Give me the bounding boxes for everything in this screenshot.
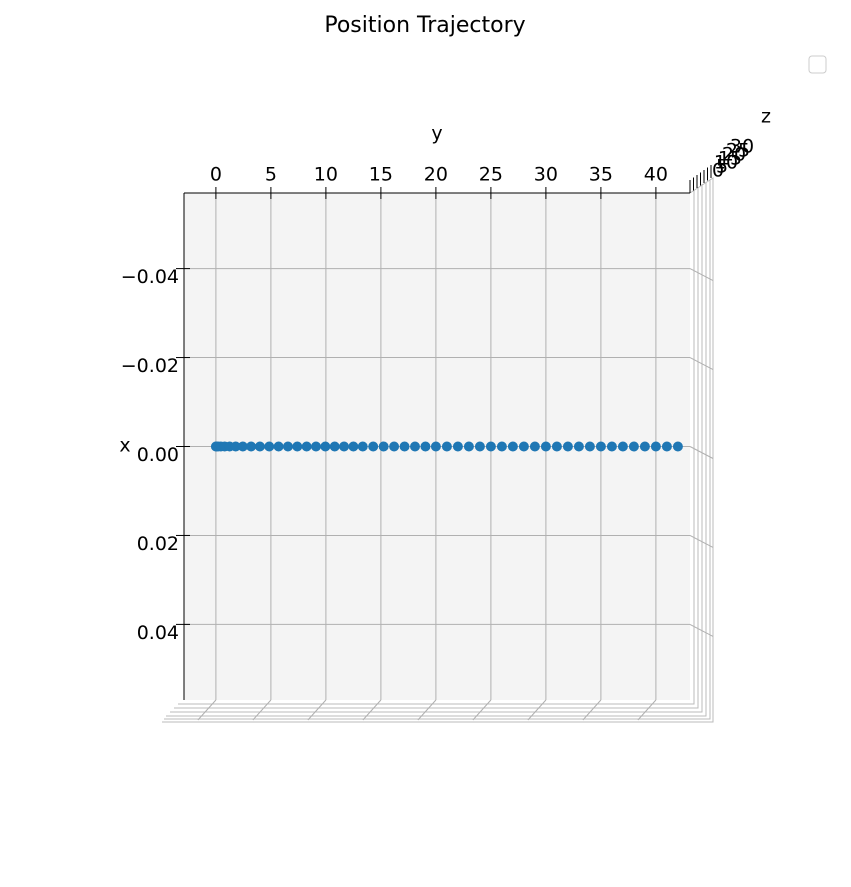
- y-tick-label: 25: [479, 164, 503, 186]
- point: [606, 441, 617, 452]
- point: [246, 441, 257, 452]
- z-tick-label: 5: [716, 156, 728, 178]
- x-tick-label: 0.02: [137, 533, 179, 555]
- z-tick-label: 30: [730, 136, 754, 158]
- grid-line: [527, 699, 547, 721]
- point: [339, 441, 350, 452]
- y-tick-label: 30: [534, 164, 558, 186]
- pane-edges: [162, 177, 714, 723]
- z-axis-label: z: [761, 106, 771, 128]
- point: [628, 441, 639, 452]
- point: [650, 441, 661, 452]
- point: [485, 441, 496, 452]
- point: [584, 441, 595, 452]
- legend-box: [808, 55, 827, 74]
- point: [389, 441, 400, 452]
- point: [441, 441, 452, 452]
- z-tick-label: 20: [722, 144, 746, 166]
- point: [399, 441, 410, 452]
- z-tick-label: 15: [718, 148, 742, 170]
- point: [518, 441, 529, 452]
- point: [368, 441, 379, 452]
- x-tick-label: 0.04: [137, 622, 179, 644]
- point: [474, 441, 485, 452]
- grid-line: [417, 699, 437, 721]
- point: [237, 441, 248, 452]
- point: [430, 441, 441, 452]
- grid-line: [689, 623, 714, 637]
- point: [320, 441, 331, 452]
- chart-title: Position Trajectory: [324, 13, 525, 38]
- point: [292, 441, 303, 452]
- point: [573, 441, 584, 452]
- x-tick-label: −0.02: [121, 355, 179, 377]
- grid-line: [472, 699, 492, 721]
- point: [410, 441, 420, 452]
- point: [672, 441, 683, 452]
- point: [551, 441, 562, 452]
- grid-line: [307, 699, 327, 721]
- point: [617, 441, 628, 452]
- point: [282, 441, 293, 452]
- point: [452, 441, 463, 452]
- point: [540, 441, 551, 452]
- grid-line: [252, 699, 272, 721]
- point: [254, 441, 265, 452]
- grid-line: [689, 535, 714, 548]
- y-axis-label: y: [431, 123, 442, 145]
- point: [507, 441, 518, 452]
- y-tick-label: 15: [369, 164, 393, 186]
- x-tick-label: −0.04: [121, 266, 179, 288]
- x-tick-label: 0.00: [137, 444, 179, 466]
- point: [529, 441, 540, 452]
- y-tick-label: 40: [644, 164, 668, 186]
- y-tick-label: 10: [314, 164, 338, 186]
- z-tick-label: 0: [712, 160, 724, 182]
- point: [661, 441, 672, 452]
- point: [301, 441, 312, 452]
- grid-line: [362, 699, 382, 721]
- point: [311, 441, 321, 452]
- point: [273, 441, 284, 452]
- y-tick-label: 0: [210, 164, 222, 186]
- point: [420, 441, 431, 452]
- grid-line: [197, 699, 217, 721]
- grid-line: [689, 268, 714, 282]
- point: [378, 441, 389, 452]
- grid-line: [582, 699, 602, 721]
- grid-line: [637, 699, 657, 721]
- point: [264, 441, 275, 452]
- y-tick-label: 5: [265, 164, 277, 186]
- grid-line: [689, 357, 714, 370]
- point: [562, 441, 573, 452]
- point: [595, 441, 606, 452]
- point: [639, 441, 650, 452]
- x-axis-label: x: [119, 435, 130, 457]
- y-tick-label: 20: [424, 164, 448, 186]
- grid-line: [689, 446, 714, 459]
- point: [463, 441, 474, 452]
- z-tick-label: 25: [726, 140, 750, 162]
- y-tick-label: 35: [589, 164, 613, 186]
- point: [496, 441, 507, 452]
- point: [329, 441, 340, 452]
- point: [357, 441, 368, 452]
- point: [230, 441, 241, 452]
- z-tick-label: 10: [714, 152, 738, 174]
- point: [348, 441, 359, 452]
